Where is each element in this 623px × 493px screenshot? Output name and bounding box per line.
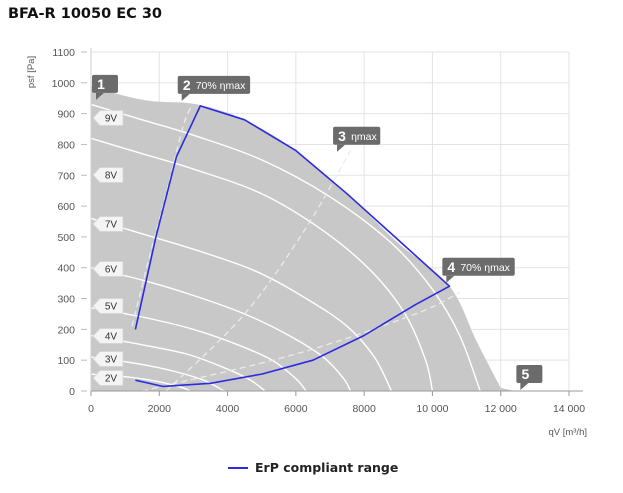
y-tick-label: 900: [57, 109, 75, 121]
marker-box: [92, 74, 118, 93]
x-tick-label: 10 000: [416, 403, 448, 415]
operating-envelope: [91, 85, 515, 392]
voltage-label: 6V: [105, 265, 118, 276]
chart-title: BFA-R 10050 EC 30: [8, 6, 163, 22]
voltage-tag: [92, 351, 124, 367]
marker-badge: 1: [92, 74, 118, 100]
marker-pointer: [520, 383, 529, 390]
marker-number: 3: [338, 128, 346, 144]
x-tick-label: 0: [88, 403, 94, 415]
y-tick-label: 500: [57, 232, 75, 244]
y-tick-label: 600: [57, 201, 75, 213]
efficiency-line: [131, 105, 193, 327]
marker-badge: 3 ηmax: [333, 126, 381, 152]
x-tick-label: 2000: [148, 403, 172, 415]
voltage-label: 5V: [105, 302, 118, 313]
x-tick-label: 4000: [216, 403, 240, 415]
voltage-tag: [92, 110, 124, 126]
x-tick-label: 8000: [352, 403, 376, 415]
marker-badge: 4 70% ηmax: [442, 257, 515, 283]
x-tick-label: 12 000: [485, 403, 517, 415]
voltage-curve: [90, 217, 393, 392]
voltage-label: 2V: [105, 374, 118, 385]
y-tick-label: 300: [57, 294, 75, 306]
y-tick-label: 700: [57, 170, 75, 182]
marker-number: 1: [97, 76, 105, 92]
voltage-curve: [90, 137, 434, 392]
voltage-label: 3V: [105, 355, 118, 366]
voltage-tag: [92, 328, 124, 344]
voltage-label: 9V: [105, 114, 118, 125]
marker-pointer: [181, 93, 190, 101]
efficiency-line: [165, 150, 352, 392]
marker-badge: 2 70% ηmax: [177, 75, 251, 101]
voltage-curve: [90, 307, 307, 392]
y-axis-label: psf [Pa]: [26, 56, 37, 88]
voltage-tag: [92, 216, 124, 232]
marker-pointer: [337, 144, 346, 152]
voltage-curve: [90, 334, 266, 392]
voltage-label: 7V: [105, 220, 118, 231]
marker-badge: 5: [516, 365, 543, 390]
marker-box: [516, 365, 543, 383]
y-tick-label: 200: [57, 324, 75, 336]
x-tick-label: 14 000: [553, 403, 585, 415]
voltage-tag: [92, 370, 124, 386]
y-tick-label: 100: [57, 355, 75, 367]
y-tick-label: 800: [57, 139, 75, 151]
marker-pointer: [446, 275, 455, 283]
voltage-tag: [92, 261, 124, 277]
marker-box: [333, 126, 381, 145]
voltage-curve: [90, 103, 481, 392]
voltage-label: 8V: [105, 171, 118, 182]
marker-box: [442, 257, 515, 276]
voltage-tag: [92, 298, 124, 314]
x-tick-label: 6000: [284, 403, 308, 415]
x-axis-label: qV [m³/h]: [548, 427, 587, 438]
marker-label: ηmax: [351, 131, 377, 143]
y-tick-label: 400: [57, 263, 75, 275]
marker-number: 4: [447, 259, 455, 275]
marker-box: [177, 75, 251, 94]
marker-number: 5: [521, 366, 529, 382]
voltage-label: 4V: [105, 332, 118, 343]
voltage-tag: [92, 167, 124, 183]
legend-label: ErP compliant range: [255, 460, 399, 475]
y-tick-label: 1000: [52, 78, 76, 90]
erp-range-line: [134, 105, 451, 388]
y-tick-label: 0: [69, 386, 75, 398]
chart-legend[interactable]: ErP compliant range: [228, 460, 398, 475]
y-tick-label: 1100: [52, 47, 75, 59]
marker-pointer: [96, 92, 104, 100]
marker-number: 2: [183, 77, 191, 93]
legend-swatch: [228, 466, 248, 469]
marker-label: 70% ηmax: [460, 262, 510, 274]
marker-label: 70% ηmax: [196, 80, 246, 92]
